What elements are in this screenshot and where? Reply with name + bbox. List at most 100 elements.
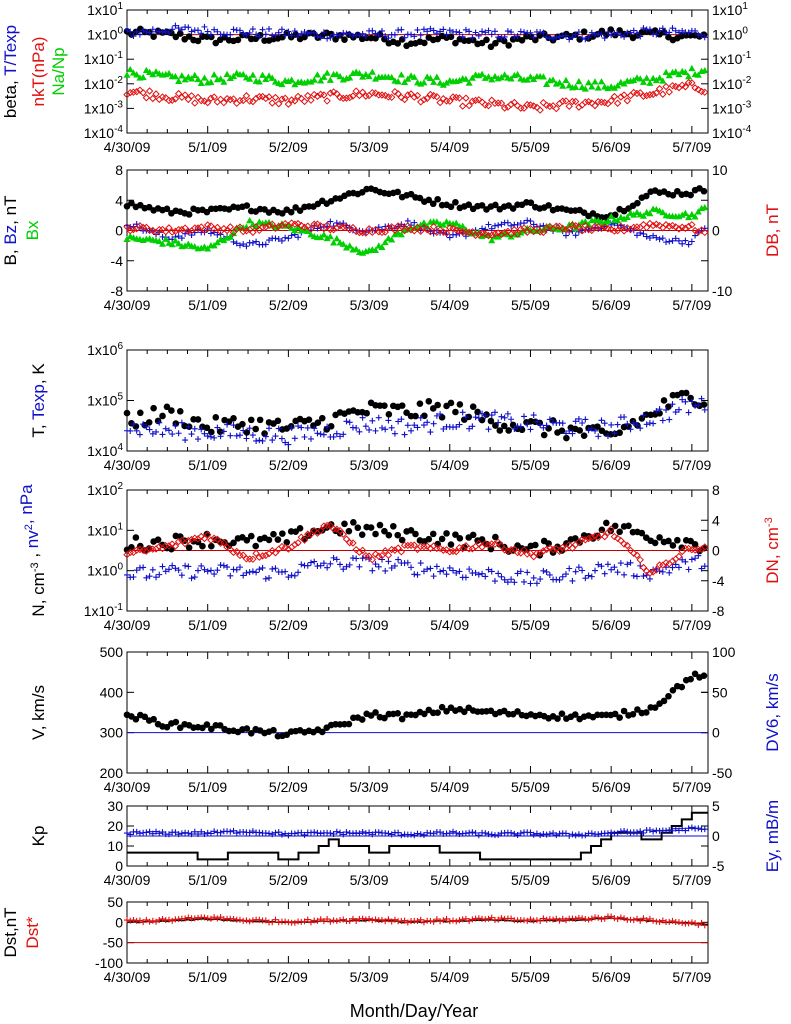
data-point — [359, 414, 366, 421]
data-point — [372, 246, 380, 254]
data-point — [433, 92, 441, 101]
data-point — [462, 414, 469, 421]
data-point — [575, 831, 582, 838]
data-point — [352, 245, 360, 252]
data-point — [559, 420, 566, 427]
data-point — [398, 536, 406, 544]
data-point — [614, 216, 622, 224]
data-point — [155, 237, 163, 245]
data-point — [692, 402, 699, 409]
data-point — [533, 830, 540, 837]
data-point — [682, 398, 689, 405]
data-point — [132, 534, 140, 541]
data-point — [527, 829, 534, 836]
data-point — [510, 225, 519, 234]
data-point — [556, 33, 563, 40]
data-point — [494, 229, 502, 237]
data-point — [572, 568, 579, 575]
data-point — [288, 76, 296, 83]
data-point — [318, 414, 326, 422]
data-point — [459, 409, 466, 416]
data-point — [513, 230, 522, 238]
data-point — [436, 226, 444, 234]
data-point — [314, 917, 321, 924]
data-point — [317, 562, 324, 569]
data-point — [343, 418, 350, 425]
data-point — [700, 187, 708, 195]
data-point — [424, 566, 431, 573]
panel-7: 4/30/09 5/1/09 5/2/09 5/3/09 5/4/09 5/5/09 5/6… — [1, 894, 712, 985]
data-point — [666, 918, 673, 925]
data-point — [378, 424, 385, 431]
data-point — [407, 541, 415, 549]
data-point — [324, 423, 331, 430]
data-point — [520, 546, 528, 554]
data-point — [595, 561, 602, 568]
data-point — [149, 226, 157, 235]
data-point — [524, 917, 531, 924]
y-tick-label: -8 — [111, 283, 124, 299]
data-point — [533, 580, 540, 587]
data-point — [333, 89, 341, 98]
data-point — [345, 527, 353, 535]
data-point — [414, 424, 421, 431]
data-point — [165, 427, 172, 434]
panel-2: 4/30/09 5/1/09 5/2/09 5/3/09 5/4/09 5/5/09 5/6… — [1, 162, 782, 313]
data-point — [217, 914, 224, 921]
data-point — [416, 194, 424, 202]
data-point — [249, 26, 256, 33]
data-point — [656, 406, 663, 413]
data-point — [371, 550, 380, 558]
data-point — [395, 556, 402, 563]
data-point — [169, 431, 176, 438]
data-point — [233, 240, 240, 247]
data-point — [385, 417, 392, 424]
data-point — [201, 566, 208, 573]
data-point — [304, 562, 311, 569]
data-point — [274, 536, 282, 543]
data-point — [132, 423, 140, 430]
data-point — [366, 829, 373, 836]
data-point — [285, 235, 292, 242]
data-point — [126, 65, 134, 73]
data-point — [694, 85, 703, 94]
data-point — [268, 99, 276, 107]
data-point — [394, 188, 402, 196]
data-point — [233, 830, 240, 837]
data-point — [401, 431, 408, 438]
data-point — [412, 412, 419, 420]
data-point — [601, 35, 608, 42]
data-point — [526, 549, 535, 557]
data-point — [488, 412, 495, 419]
data-point — [501, 33, 508, 40]
data-point — [240, 427, 247, 434]
data-point — [329, 88, 338, 96]
data-point — [229, 228, 238, 237]
data-point — [143, 423, 150, 430]
data-point — [466, 425, 473, 432]
data-point — [281, 219, 289, 228]
data-point — [259, 437, 266, 444]
data-point — [688, 220, 696, 229]
data-point — [137, 409, 144, 417]
y-tick-label: 50 — [107, 894, 123, 910]
data-point — [378, 27, 385, 34]
data-point — [294, 539, 302, 547]
data-point — [436, 544, 444, 553]
data-point — [604, 528, 612, 537]
data-point — [126, 226, 134, 235]
data-point — [688, 824, 695, 831]
data-point — [165, 96, 173, 105]
data-point — [385, 411, 393, 418]
data-point — [420, 542, 428, 551]
data-point — [226, 233, 234, 240]
data-point — [497, 230, 506, 239]
data-point — [136, 431, 143, 438]
data-point — [510, 545, 519, 553]
data-point — [313, 71, 321, 78]
data-point — [305, 416, 313, 424]
data-point — [491, 540, 499, 548]
data-point — [381, 547, 389, 555]
data-point — [542, 101, 551, 109]
data-point — [340, 831, 347, 838]
